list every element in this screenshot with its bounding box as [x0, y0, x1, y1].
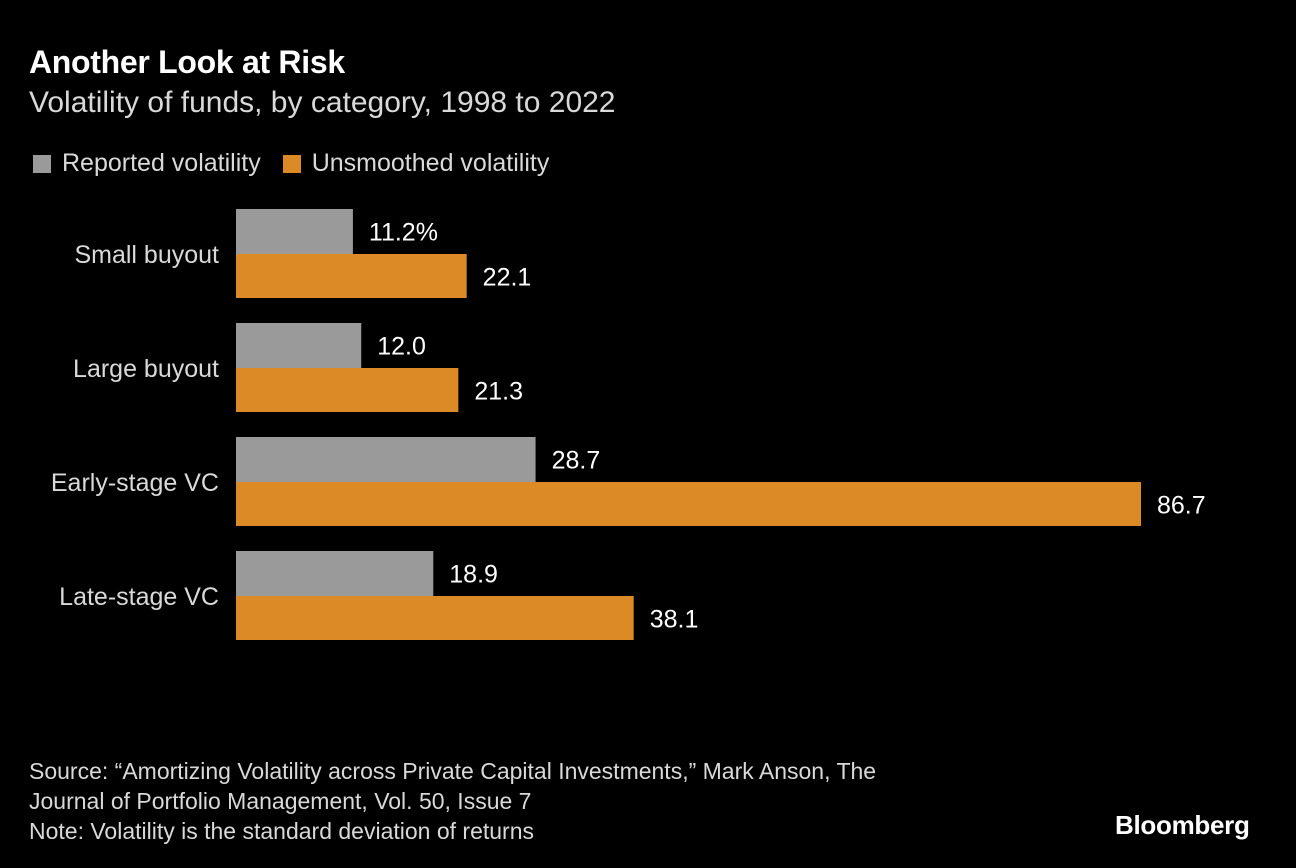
bar-reported — [236, 323, 362, 368]
chart-subtitle: Volatility of funds, by category, 1998 t… — [29, 86, 616, 119]
source-line-2: Journal of Portfolio Management, Vol. 50… — [29, 788, 532, 814]
bar-reported — [236, 209, 353, 254]
bloomberg-logo: Bloomberg — [1115, 810, 1250, 840]
bar-unsmoothed — [236, 254, 467, 298]
data-label: 11.2% — [369, 219, 438, 247]
data-label: 21.3 — [474, 378, 523, 406]
category-label: Late-stage VC — [59, 583, 219, 611]
legend-label-reported: Reported volatility — [62, 149, 261, 177]
legend-swatch-reported — [33, 154, 51, 173]
legend-item-reported: Reported volatility — [33, 149, 261, 178]
bar-unsmoothed — [236, 482, 1141, 526]
chart-title: Another Look at Risk — [29, 44, 345, 80]
data-label: 28.7 — [552, 447, 601, 475]
note: Note: Volatility is the standard deviati… — [29, 818, 535, 844]
category-label: Early-stage VC — [51, 469, 219, 497]
category-label: Large buyout — [73, 355, 219, 383]
legend-label-unsmoothed: Unsmoothed volatility — [311, 149, 550, 177]
legend: Reported volatility Unsmoothed volatilit… — [33, 149, 571, 178]
legend-swatch-unsmoothed — [282, 154, 301, 173]
data-label: 12.0 — [377, 333, 426, 361]
category-label: Small buyout — [74, 241, 219, 269]
legend-item-unsmoothed: Unsmoothed volatility — [282, 149, 550, 178]
source-line-1: Source: “Amortizing Volatility across Pr… — [29, 758, 877, 784]
bar-unsmoothed — [236, 368, 459, 412]
bar-reported — [236, 551, 434, 596]
data-label: 38.1 — [650, 606, 699, 634]
data-label: 86.7 — [1157, 492, 1206, 520]
footer: Source: “Amortizing Volatility across Pr… — [29, 756, 876, 846]
bar-reported — [236, 437, 536, 482]
data-label: 18.9 — [449, 561, 498, 589]
bar-unsmoothed — [236, 596, 634, 640]
data-label: 22.1 — [483, 264, 532, 292]
